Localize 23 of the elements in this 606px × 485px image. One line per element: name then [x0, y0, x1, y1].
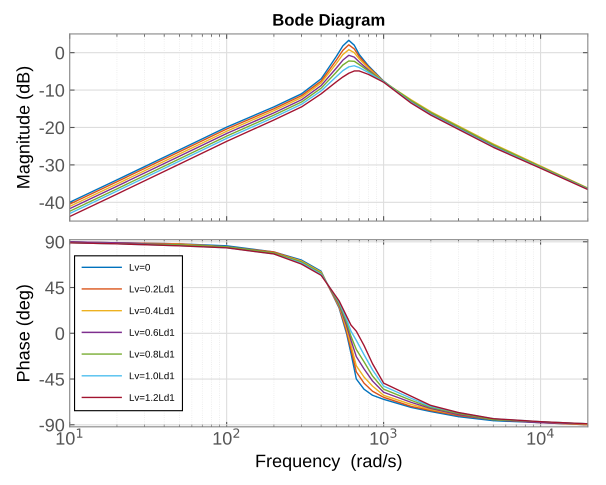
y-axis-title: Phase (deg): [16, 285, 34, 381]
x-tick-label: 10$^{4}$: [528, 428, 554, 445]
y-tick-label: 0: [55, 327, 64, 340]
legend-label: Lv=0.8Ld1: [130, 350, 174, 358]
y-axis-title: Magnitude (dB): [16, 66, 34, 188]
x-axis-title: Frequency (rad/s): [256, 454, 402, 471]
x-tick-label: 10$^{3}$: [370, 428, 396, 445]
y-tick-label: 0: [55, 46, 64, 60]
y-tick-label: -20: [40, 121, 64, 134]
y-tick-label: 45: [45, 282, 64, 294]
y-tick-label: -40: [40, 196, 64, 210]
legend-label: Lv=0.2Ld1: [130, 285, 174, 292]
y-tick-label: 90: [46, 236, 64, 248]
y-tick-label: -45: [40, 373, 64, 386]
y-tick-label: -30: [40, 158, 64, 172]
legend-label: Lv=0.6Ld1: [130, 328, 174, 336]
legend-label: Lv=1.0Ld1: [130, 372, 174, 380]
legend-label: Lv=1.2Ld1: [130, 394, 174, 401]
legend-label: Lv=0: [130, 264, 150, 271]
x-tick-label: 10$^{2}$: [214, 428, 240, 445]
legend-label: Lv=0.4Ld1: [130, 307, 174, 314]
chart-title: Bode Diagram: [273, 14, 384, 30]
y-tick-label: -10: [40, 84, 64, 97]
